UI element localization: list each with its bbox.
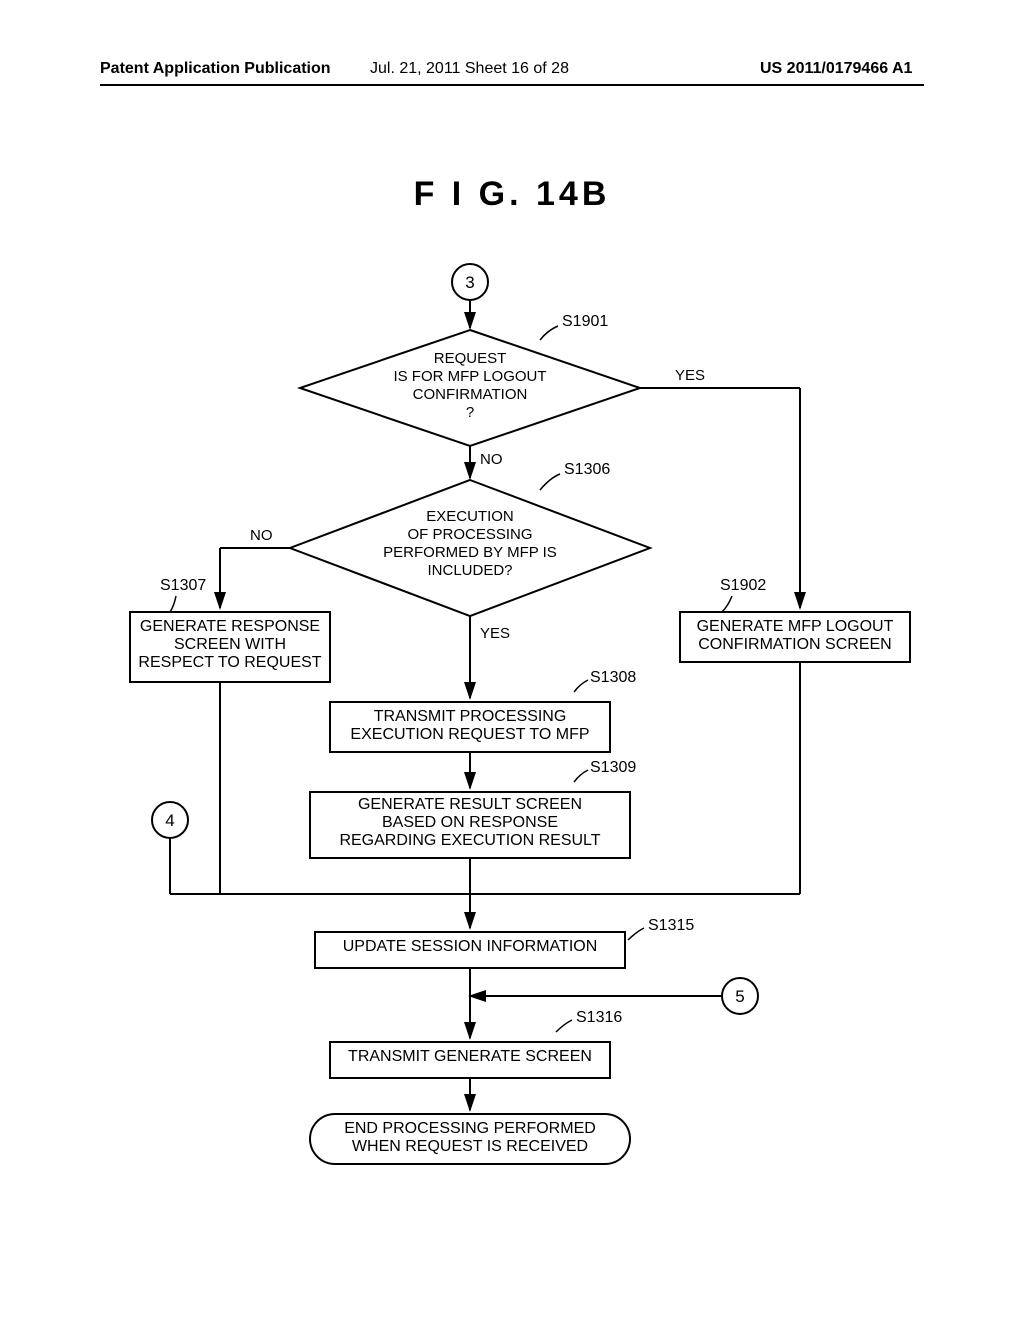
connector-4-label: 4	[165, 811, 174, 830]
process-s1902-text: GENERATE MFP LOGOUTCONFIRMATION SCREEN	[682, 618, 908, 658]
ref-s1306: S1306	[564, 461, 610, 478]
header-left: Patent Application Publication	[100, 60, 331, 78]
flowchart: 3 REQUESTIS FOR MFP LOGOUTCONFIRMATION? …	[120, 260, 920, 1240]
process-s1309-text: GENERATE RESULT SCREENBASED ON RESPONSER…	[312, 796, 628, 854]
ref-tick-s1306	[540, 474, 560, 490]
header-right: US 2011/0179466 A1	[760, 60, 912, 78]
decision-s1306-text: EXECUTIONOF PROCESSINGPERFORMED BY MFP I…	[340, 508, 600, 592]
ref-s1309: S1309	[590, 759, 636, 776]
ref-s1308: S1308	[590, 669, 636, 686]
header-rule	[100, 84, 924, 86]
ref-tick-s1316	[556, 1020, 572, 1032]
label-s1306-yes: YES	[480, 625, 510, 642]
header-mid: Jul. 21, 2011 Sheet 16 of 28	[370, 60, 569, 78]
ref-tick-s1307	[170, 596, 176, 612]
ref-s1316: S1316	[576, 1009, 622, 1026]
label-s1901-no: NO	[480, 451, 503, 468]
ref-tick-s1309	[574, 770, 588, 782]
ref-tick-s1902	[722, 596, 732, 612]
ref-tick-s1308	[574, 680, 588, 692]
process-s1316-text: TRANSMIT GENERATE SCREEN	[332, 1048, 608, 1074]
process-s1307-text: GENERATE RESPONSESCREEN WITHRESPECT TO R…	[132, 618, 328, 678]
label-s1306-no: NO	[250, 527, 273, 544]
ref-tick-s1901	[540, 326, 558, 340]
ref-tick-s1315	[628, 928, 644, 940]
ref-s1902: S1902	[720, 577, 766, 594]
ref-s1315: S1315	[648, 917, 694, 934]
process-s1308-text: TRANSMIT PROCESSINGEXECUTION REQUEST TO …	[332, 708, 608, 748]
terminator-end-text: END PROCESSING PERFORMEDWHEN REQUEST IS …	[312, 1120, 628, 1160]
connector-5-label: 5	[735, 987, 744, 1006]
ref-s1307: S1307	[160, 577, 206, 594]
connector-3-label: 3	[465, 273, 474, 292]
process-s1315-text: UPDATE SESSION INFORMATION	[317, 938, 623, 964]
figure-title: F I G. 14B	[0, 175, 1024, 214]
decision-s1901-text: REQUESTIS FOR MFP LOGOUTCONFIRMATION?	[340, 350, 600, 430]
ref-s1901: S1901	[562, 313, 608, 330]
label-s1901-yes: YES	[675, 367, 705, 384]
